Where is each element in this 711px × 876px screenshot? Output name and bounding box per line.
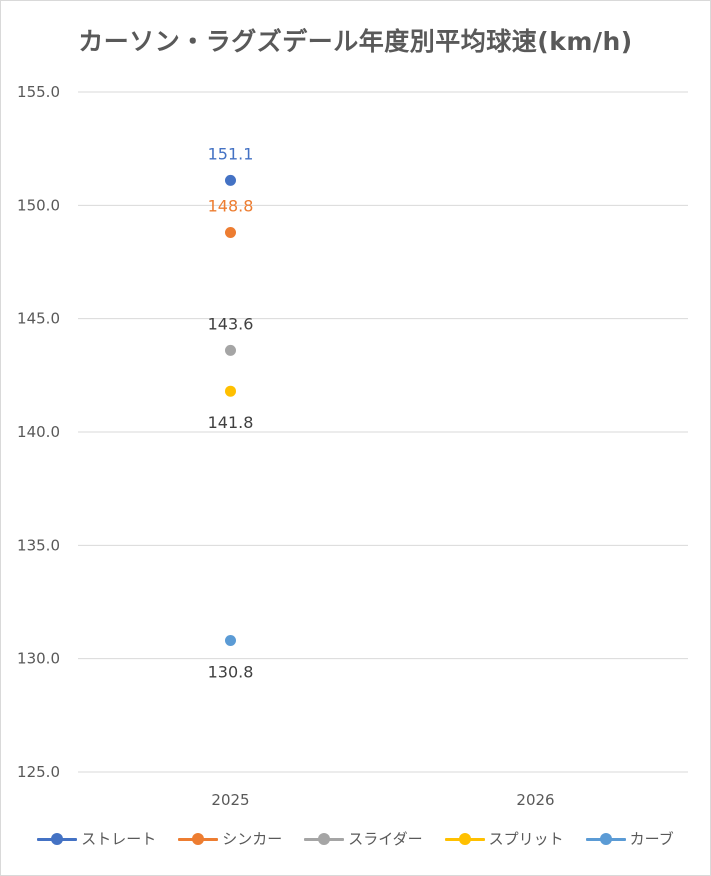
data-label: 148.8 bbox=[208, 197, 254, 216]
y-tick-label: 130.0 bbox=[17, 650, 60, 668]
plot-area: 125.0 130.0 135.0 140.0 145.0 150.0 155.0 2025 2… bbox=[17, 83, 688, 809]
y-tick-label: 145.0 bbox=[17, 310, 60, 328]
legend-item: ストレート bbox=[37, 828, 156, 849]
legend-item: カーブ bbox=[585, 828, 674, 849]
legend-marker bbox=[304, 832, 345, 845]
y-tick-label: 140.0 bbox=[17, 423, 60, 441]
data-point bbox=[225, 174, 236, 186]
legend-label: ストレート bbox=[81, 830, 157, 848]
data-label: 143.6 bbox=[208, 314, 254, 333]
legend-label: シンカー bbox=[222, 830, 283, 848]
legend-label: スプリット bbox=[488, 830, 564, 848]
data-label: 141.8 bbox=[208, 413, 254, 432]
legend-item: スプリット bbox=[444, 828, 564, 849]
data-label: 151.1 bbox=[208, 144, 254, 163]
legend-marker bbox=[585, 832, 626, 845]
data-label: 130.8 bbox=[208, 663, 254, 682]
legend: ストレート シンカー スライダー スプリット カーブ bbox=[0, 828, 711, 849]
legend-label: スライダー bbox=[348, 830, 423, 848]
chart-title: カーソン・ラグズデール年度別平均球速(km/h) bbox=[78, 27, 633, 56]
legend-item: スライダー bbox=[304, 828, 423, 849]
data-point bbox=[225, 385, 236, 397]
data-point bbox=[225, 227, 236, 239]
y-tick-label: 150.0 bbox=[17, 196, 60, 214]
legend-marker bbox=[444, 832, 485, 845]
data-point bbox=[225, 635, 236, 647]
legend-marker bbox=[178, 832, 219, 845]
y-tick-label: 135.0 bbox=[17, 536, 60, 554]
data-point bbox=[225, 344, 236, 356]
x-tick-label: 2025 bbox=[211, 791, 249, 809]
x-tick-label: 2026 bbox=[516, 791, 554, 809]
legend-label: カーブ bbox=[629, 830, 674, 848]
legend-item: シンカー bbox=[178, 828, 282, 849]
legend-marker bbox=[37, 832, 78, 845]
y-tick-label: 125.0 bbox=[17, 763, 60, 781]
y-tick-label: 155.0 bbox=[17, 83, 60, 101]
